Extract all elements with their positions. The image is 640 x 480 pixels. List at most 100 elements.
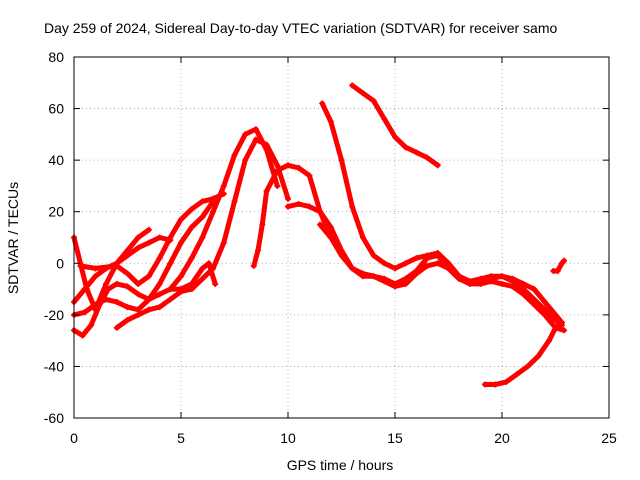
data-point [327, 224, 334, 231]
data-point [263, 141, 270, 148]
data-point [413, 270, 420, 277]
data-point [381, 115, 388, 122]
data-point [210, 195, 217, 202]
data-point [306, 203, 313, 210]
data-point [113, 280, 120, 287]
data-point [135, 306, 142, 313]
data-point [205, 260, 212, 267]
y-tick-label: 0 [56, 255, 64, 271]
data-point [392, 283, 398, 290]
data-point [488, 278, 495, 285]
data-point [135, 291, 142, 298]
data-point [295, 164, 302, 171]
data-point [546, 337, 553, 344]
data-point [113, 324, 120, 331]
data-point [327, 118, 334, 125]
data-point [338, 252, 345, 259]
data-point [370, 252, 377, 259]
data-point [445, 265, 452, 272]
data-point [558, 319, 565, 326]
data-point [199, 275, 206, 282]
data-point [349, 203, 356, 210]
y-tick-label: 40 [48, 152, 64, 168]
data-point [156, 291, 163, 298]
data-point [92, 273, 99, 280]
data-point [424, 252, 431, 259]
data-point [327, 234, 334, 241]
data-point [124, 304, 131, 311]
data-point [424, 262, 431, 269]
data-point [319, 100, 326, 107]
data-point [188, 255, 195, 262]
data-point [231, 198, 238, 205]
data-point [274, 167, 281, 174]
data-point [499, 273, 505, 280]
data-point [274, 182, 281, 189]
data-point [466, 280, 473, 287]
data-point [424, 154, 431, 161]
data-point [103, 280, 110, 287]
x-tick-label: 5 [177, 430, 185, 446]
data-point [349, 82, 356, 89]
data-point [402, 144, 409, 151]
data-point [274, 162, 281, 169]
data-point [520, 286, 527, 293]
y-tick-label: -40 [44, 358, 64, 374]
data-point [381, 260, 388, 267]
data-point [413, 149, 420, 156]
data-point [220, 190, 227, 197]
data-point [188, 206, 195, 213]
data-point [145, 226, 152, 233]
data-point [552, 317, 559, 324]
data-point [552, 324, 559, 331]
data-point [135, 311, 142, 318]
data-point [81, 309, 88, 316]
data-point [231, 151, 238, 158]
data-point [488, 273, 495, 280]
data-point [370, 273, 377, 280]
data-point [499, 280, 505, 287]
data-point [77, 262, 84, 269]
data-point [531, 301, 538, 308]
data-point [285, 195, 291, 202]
data-point [167, 260, 174, 267]
data-point [188, 286, 195, 293]
data-point [156, 304, 163, 311]
series-line-trace-13 [482, 320, 565, 387]
data-point [434, 260, 441, 267]
data-point [113, 298, 120, 305]
data-point [359, 90, 366, 97]
y-tick-label: -20 [44, 307, 64, 323]
grid [74, 57, 609, 418]
data-point [295, 200, 302, 207]
data-point [413, 255, 420, 262]
series-line-trace-2 [71, 235, 173, 305]
data-point [561, 257, 568, 264]
x-tick-label: 20 [494, 430, 510, 446]
data-point [167, 234, 174, 241]
x-tick-label: 25 [601, 430, 617, 446]
x-tick-label: 15 [387, 430, 403, 446]
series-line-trace-8 [251, 162, 334, 269]
data-point [124, 247, 131, 254]
data-point [250, 262, 257, 269]
series-line-trace-1 [71, 227, 152, 313]
data-point [338, 157, 345, 164]
data-point [210, 208, 217, 215]
plot-frame [73, 56, 610, 419]
data-point [81, 286, 88, 293]
data-point [434, 162, 441, 169]
data-point [156, 234, 163, 241]
data-point [554, 268, 561, 275]
y-tick-label: 20 [48, 204, 64, 220]
x-tick-label: 0 [70, 430, 78, 446]
data-point [520, 291, 527, 298]
data-point [103, 296, 110, 303]
chart-title: Day 259 of 2024, Sidereal Day-to-day VTE… [44, 20, 557, 36]
y-tick-label: -60 [44, 410, 64, 426]
data-point [531, 286, 538, 293]
data-point [178, 286, 184, 293]
data-point [199, 213, 206, 220]
data-point [520, 280, 527, 287]
